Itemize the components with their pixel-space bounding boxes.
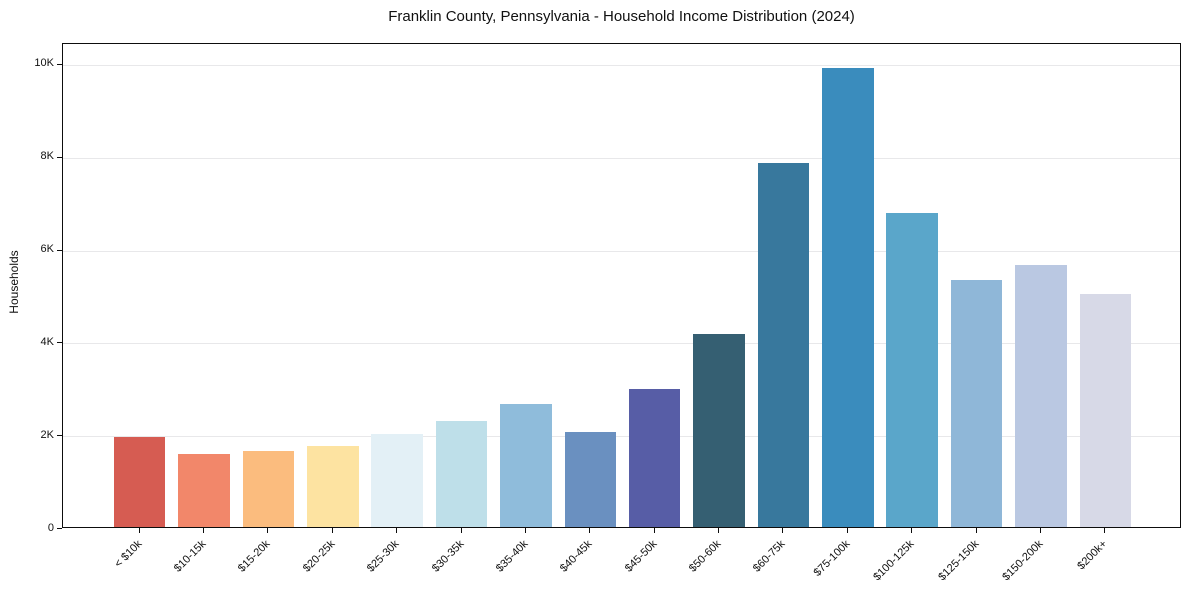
y-tick-label-10K: 10K <box>34 57 54 70</box>
x-tick-mark <box>975 528 977 533</box>
bar-$40-45k <box>564 431 617 527</box>
bar-$125-150k <box>950 279 1003 527</box>
bar-$25-30k <box>371 434 423 527</box>
gridline-6K <box>63 250 1180 252</box>
x-tick-mark <box>331 528 333 533</box>
gridline-4K <box>63 343 1180 345</box>
bar-$20-25k <box>307 445 359 527</box>
x-tick-mark <box>396 528 398 533</box>
bar-$75-100k <box>822 67 874 527</box>
plot-area <box>62 43 1181 528</box>
bar-$45-50k <box>628 388 681 527</box>
x-tick-mark <box>589 528 591 533</box>
bar-$200k+ <box>1079 293 1132 527</box>
y-tick-mark <box>57 342 62 344</box>
x-tick-mark <box>203 528 204 533</box>
x-tick-mark <box>267 528 269 533</box>
x-tick-mark <box>460 528 462 533</box>
x-tick-mark <box>524 528 526 533</box>
bar-$15-20k <box>242 450 295 527</box>
y-tick-label-0: 0 <box>47 521 54 534</box>
x-tick-mark <box>911 528 913 533</box>
bar-$60-75k <box>757 162 810 527</box>
gridline-10K <box>63 64 1180 66</box>
bar-$35-40k <box>500 403 552 527</box>
x-tick-mark <box>782 528 784 533</box>
x-tick-mark <box>1104 528 1106 533</box>
y-tick-label-8K: 8K <box>40 150 54 163</box>
bar-< $10k <box>113 436 166 527</box>
x-tick-label-< $10k: < $10k <box>112 538 145 571</box>
y-tick-label-4K: 4K <box>40 335 54 348</box>
chart-title: Franklin County, Pennsylvania - Househol… <box>388 8 855 25</box>
y-tick-mark <box>57 435 62 437</box>
y-tick-label-2K: 2K <box>40 428 54 441</box>
x-tick-mark <box>718 528 720 533</box>
bar-$30-35k <box>435 421 488 527</box>
x-tick-mark <box>138 528 140 533</box>
x-tick-mark <box>1039 528 1041 533</box>
bar-$50-60k <box>693 334 745 527</box>
gridline-2K <box>63 436 1180 438</box>
x-tick-mark <box>653 528 655 533</box>
bar-$10-15k <box>178 453 230 527</box>
y-tick-mark <box>57 249 62 251</box>
bar-$100-125k <box>886 213 938 527</box>
x-tick-mark <box>846 528 848 533</box>
y-tick-label-6K: 6K <box>40 243 54 256</box>
bar-$150-200k <box>1015 264 1067 527</box>
y-tick-mark <box>57 528 62 529</box>
gridline-8K <box>63 157 1180 159</box>
y-tick-mark <box>57 63 62 65</box>
y-tick-mark <box>57 156 62 158</box>
